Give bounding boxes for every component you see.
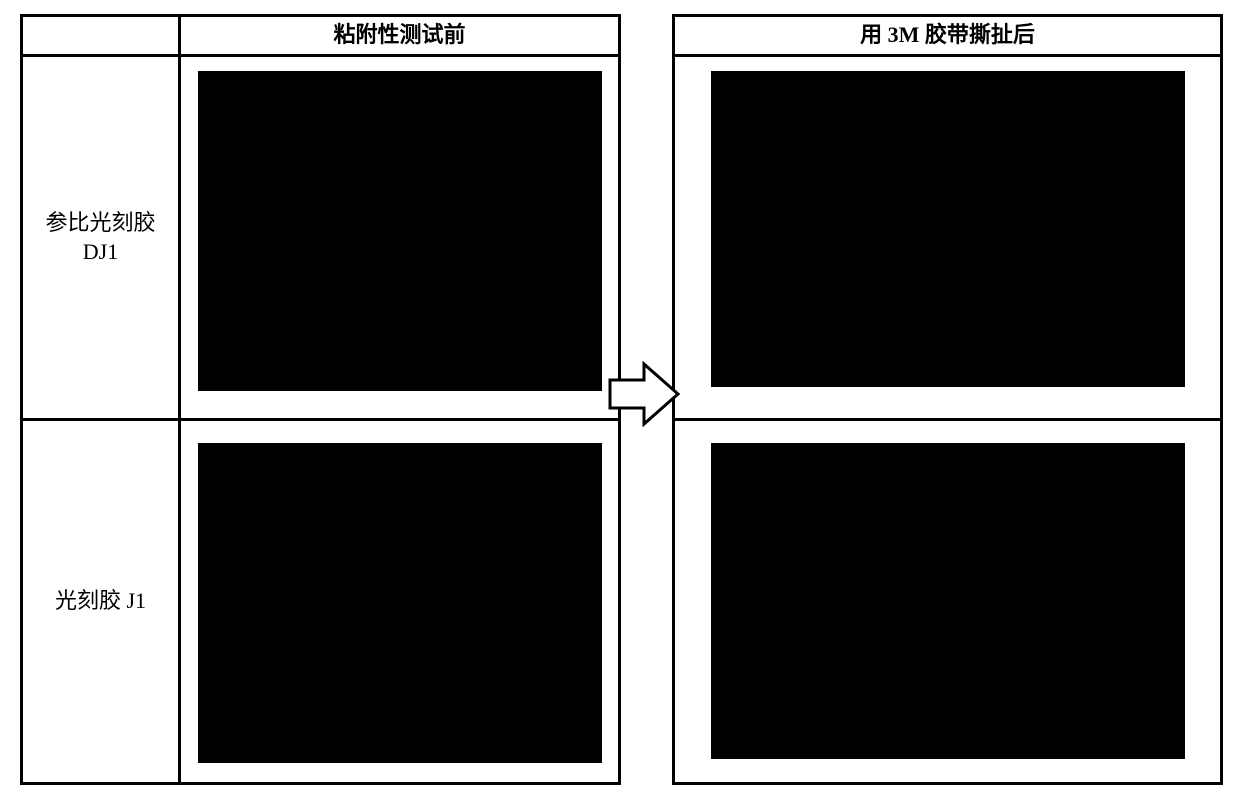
image-before-dj1 [198,71,602,391]
row-label-j1: 光刻胶 J1 [22,420,180,784]
header-empty [22,16,180,56]
cell-after-dj1 [674,56,1222,420]
image-after-j1 [711,443,1185,759]
header-after: 用 3M 胶带撕扯后 [674,16,1222,56]
row-label-dj1-line2: DJ1 [83,239,118,264]
table-before: 粘附性测试前 参比光刻胶 DJ1 光刻胶 J1 [20,14,621,785]
cell-before-dj1 [180,56,620,420]
row-label-dj1-line1: 参比光刻胶 [45,210,155,235]
table-after: 用 3M 胶带撕扯后 [672,14,1223,785]
cell-before-j1 [180,420,620,784]
diagram-canvas: 粘附性测试前 参比光刻胶 DJ1 光刻胶 J1 用 3M 胶带撕扯后 [0,0,1240,788]
arrow-right-icon [606,358,684,430]
cell-after-j1 [674,420,1222,784]
row-label-j1-line1: 光刻胶 J1 [55,588,146,613]
image-after-dj1 [711,71,1185,387]
row-label-dj1: 参比光刻胶 DJ1 [22,56,180,420]
image-before-j1 [198,443,602,763]
header-before: 粘附性测试前 [180,16,620,56]
